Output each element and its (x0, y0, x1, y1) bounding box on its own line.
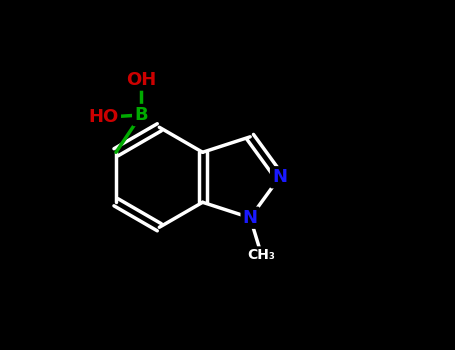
Text: N: N (243, 209, 258, 227)
Text: CH₃: CH₃ (248, 248, 275, 262)
Text: N: N (272, 168, 287, 186)
Text: B: B (134, 106, 148, 124)
Text: HO: HO (89, 108, 119, 126)
Text: OH: OH (126, 71, 156, 89)
